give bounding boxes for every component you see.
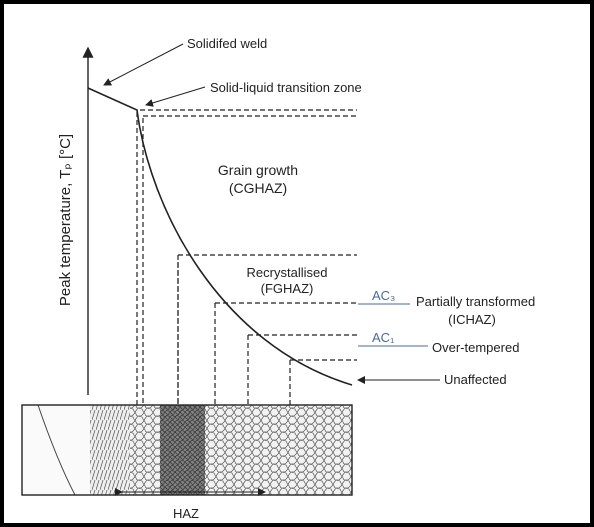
label: Over-tempered [432,340,519,355]
label: AC₁ [372,330,395,345]
y-axis-label: Peak temperature, Tₚ [°C] [57,134,74,306]
label: (CGHAZ) [229,180,287,196]
label: Solidifed weld [187,36,267,51]
label: Partially transformed [416,294,535,309]
label: Unaffected [444,372,507,387]
page: Peak temperature, Tₚ [°C] Solidifed weld… [0,0,594,527]
label: Recrystallised [247,265,328,280]
label: (ICHAZ) [448,312,496,327]
label: (FGHAZ) [261,281,314,296]
diagram: Peak temperature, Tₚ [°C] Solidifed weld… [0,0,594,527]
label: AC₃ [372,288,395,303]
label: Solid-liquid transition zone [210,80,362,95]
micrograph [22,405,352,495]
label: Grain growth [218,162,298,178]
label: HAZ [173,506,199,521]
